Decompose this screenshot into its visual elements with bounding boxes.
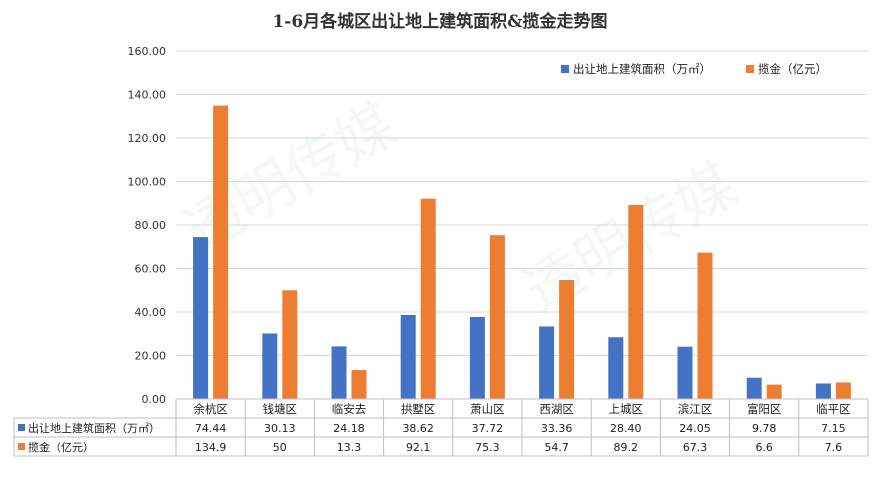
y-tick-label: 100.00 xyxy=(128,176,167,189)
table-cell: 92.1 xyxy=(406,441,431,454)
table-cell: 89.2 xyxy=(614,441,639,454)
legend-key xyxy=(746,65,754,73)
bar-area-4 xyxy=(469,316,485,399)
category-label: 富阳区 xyxy=(747,402,782,416)
legend: 出让地上建筑面积（万㎡） 揽金（亿元） xyxy=(561,62,827,76)
bar-revenue-4 xyxy=(489,235,505,399)
table-cell: 30.13 xyxy=(264,422,296,435)
category-label: 西湖区 xyxy=(539,402,574,416)
table-cell: 74.44 xyxy=(195,422,227,435)
table-cell: 9.78 xyxy=(752,422,777,435)
table-row-label: 揽金（亿元） xyxy=(28,440,94,454)
bars xyxy=(193,105,851,399)
category-label: 临平区 xyxy=(816,402,851,416)
category-label: 拱墅区 xyxy=(401,402,436,416)
y-tick-label: 0.00 xyxy=(142,393,167,406)
category-label: 余杭区 xyxy=(193,402,228,416)
bar-area-0 xyxy=(193,237,209,399)
bar-area-9 xyxy=(815,383,831,399)
bar-area-6 xyxy=(608,337,624,399)
legend-label: 揽金（亿元） xyxy=(758,62,827,76)
table-legend-key xyxy=(18,424,25,431)
table-legend-key xyxy=(18,443,25,450)
category-label: 滨江区 xyxy=(678,402,713,416)
bar-area-8 xyxy=(746,377,762,399)
legend-label: 出让地上建筑面积（万㎡） xyxy=(573,62,711,76)
y-tick-label: 40.00 xyxy=(135,306,167,319)
table-cell: 37.72 xyxy=(472,422,504,435)
table-cell: 50 xyxy=(273,441,287,454)
y-tick-label: 160.00 xyxy=(128,45,167,58)
y-tick-label: 60.00 xyxy=(135,263,167,276)
bar-revenue-2 xyxy=(351,370,367,399)
bar-revenue-6 xyxy=(628,204,644,399)
chart-title: 1-6月各城区出让地上建筑面积&揽金走势图 xyxy=(272,11,607,32)
y-axis: 0.00 20.00 40.00 60.00 80.00 100.00 120.00 140.… xyxy=(128,45,167,406)
table-cell: 7.6 xyxy=(825,441,843,454)
category-label: 萧山区 xyxy=(470,402,505,416)
table-cell: 24.05 xyxy=(679,422,711,435)
data-table: 余杭区 74.44 134.9 钱塘区 30.13 50 临安去 24.18 13.3 拱墅区 38… xyxy=(13,398,869,457)
bar-revenue-5 xyxy=(559,280,575,399)
y-tick-label: 80.00 xyxy=(135,219,167,232)
bar-revenue-9 xyxy=(835,382,851,399)
grid-lines xyxy=(176,50,868,356)
category-label: 上城区 xyxy=(609,402,644,416)
table-cell: 7.15 xyxy=(821,422,846,435)
y-tick-label: 140.00 xyxy=(128,89,167,102)
table-cell: 24.18 xyxy=(333,422,365,435)
category-label: 临安去 xyxy=(332,402,367,416)
y-tick-label: 120.00 xyxy=(128,132,167,145)
category-label: 钱塘区 xyxy=(263,402,298,416)
table-cell: 54.7 xyxy=(544,441,569,454)
bar-revenue-7 xyxy=(697,252,713,399)
table-cell: 13.3 xyxy=(337,441,362,454)
y-tick-label: 20.00 xyxy=(135,350,167,363)
bar-area-2 xyxy=(331,346,347,399)
bar-area-5 xyxy=(539,326,555,399)
bar-area-7 xyxy=(677,346,693,399)
table-cell: 33.36 xyxy=(541,422,573,435)
table-cell: 134.9 xyxy=(195,441,227,454)
table-row-label: 出让地上建筑面积（万㎡） xyxy=(28,421,160,435)
table-cell: 67.3 xyxy=(683,441,708,454)
legend-key xyxy=(561,65,569,73)
bar-area-3 xyxy=(400,315,416,399)
table-cell: 6.6 xyxy=(755,441,773,454)
watermark-layer: 透明传媒透明传媒 xyxy=(173,90,748,325)
bar-revenue-8 xyxy=(766,384,782,399)
table-cell: 38.62 xyxy=(402,422,434,435)
bar-revenue-1 xyxy=(282,290,298,399)
bar-revenue-0 xyxy=(213,105,229,399)
bar-area-1 xyxy=(262,333,278,399)
bar-revenue-3 xyxy=(420,198,436,399)
table-cell: 75.3 xyxy=(475,441,500,454)
table-cell: 28.40 xyxy=(610,422,642,435)
